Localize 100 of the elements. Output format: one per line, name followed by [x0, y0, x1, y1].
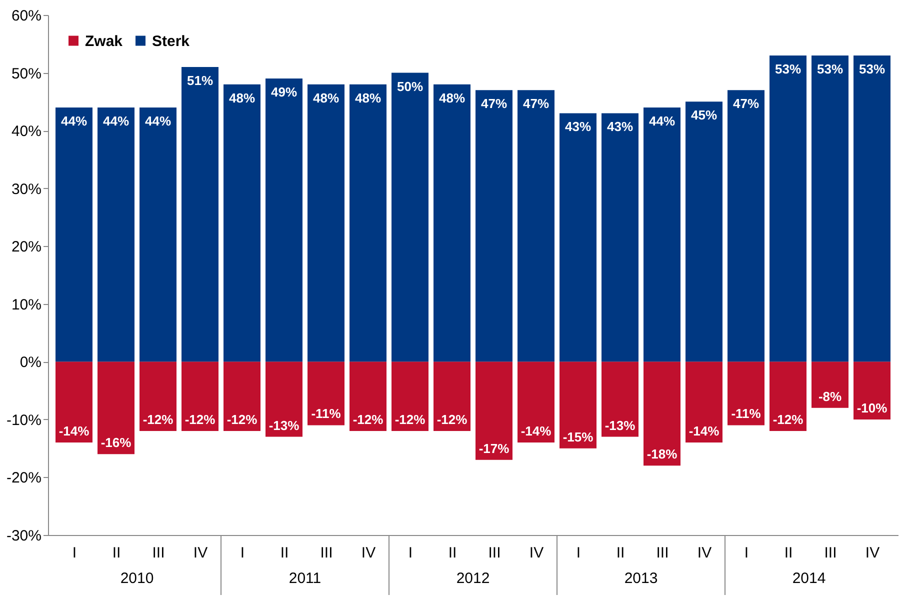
bar: [644, 362, 680, 466]
bar: [854, 362, 890, 420]
bar: [56, 362, 92, 443]
data-label: 44%: [144, 113, 172, 128]
bar: [140, 107, 176, 362]
data-label: -13%: [604, 418, 636, 433]
text: 2014: [792, 570, 826, 587]
bar: [140, 362, 176, 431]
legend-label: Zwak: [85, 32, 124, 50]
data-label: -8%: [818, 388, 842, 404]
bar: [350, 84, 386, 362]
bar: [434, 362, 470, 431]
x-tick-label: IV: [193, 544, 208, 562]
y-tick-label: -10%: [6, 412, 42, 429]
x-tick-label: IV: [529, 544, 544, 562]
bar: [728, 90, 764, 362]
bar: [686, 362, 722, 443]
x-tick-label: II: [616, 544, 625, 562]
bar: [770, 362, 806, 431]
x-tick-label: IV: [697, 544, 712, 562]
text: 2013: [624, 570, 658, 587]
bar: [518, 362, 554, 443]
data-label: 44%: [102, 113, 130, 128]
data-label: -12%: [394, 412, 426, 427]
y-tick-label: -30%: [6, 528, 42, 544]
data-label: -16%: [100, 435, 132, 450]
y-tick-label: 0%: [20, 354, 42, 372]
bar: [812, 55, 848, 362]
data-label: 47%: [480, 96, 508, 112]
bar: [350, 362, 386, 431]
y-tick-label: 50%: [11, 65, 42, 82]
data-label: 45%: [690, 108, 718, 123]
bar: [182, 362, 218, 431]
x-tick-label: IV: [865, 544, 880, 562]
text: 2011: [288, 570, 322, 587]
bar: [434, 84, 470, 362]
legend-label: Sterk: [152, 32, 190, 50]
x-tick-label: I: [408, 544, 413, 562]
bar: [518, 90, 554, 362]
text: 2010: [120, 570, 154, 587]
bar: [308, 84, 344, 362]
bar: [476, 362, 512, 460]
bar: [392, 72, 428, 362]
data-label: -10%: [856, 400, 888, 416]
bar: [266, 78, 302, 362]
data-label: 48%: [312, 90, 340, 106]
y-tick-label: 60%: [11, 8, 42, 24]
data-label: 50%: [396, 78, 424, 94]
x-tick-label: II: [112, 544, 121, 562]
x-tick-label: III: [488, 544, 501, 562]
bar: [98, 107, 134, 362]
x-tick-label: III: [152, 544, 165, 562]
x-tick-label: III: [824, 544, 837, 562]
data-label: -14%: [520, 424, 552, 439]
data-label: -12%: [226, 412, 258, 427]
y-tick-label: 10%: [11, 296, 42, 314]
bar: [98, 362, 134, 454]
data-label: -17%: [478, 440, 510, 456]
bar: [308, 362, 344, 426]
x-tick-label: II: [784, 544, 793, 562]
data-label: 51%: [186, 73, 214, 88]
data-label: 44%: [60, 113, 88, 128]
data-label: 43%: [564, 119, 592, 134]
bar: [812, 362, 848, 408]
y-tick-label: 20%: [11, 238, 42, 256]
bar: [644, 107, 680, 362]
x-tick-label: IV: [361, 544, 376, 562]
x-tick-label: III: [320, 544, 333, 562]
text: 2012: [456, 570, 490, 587]
bar: [56, 107, 92, 362]
bar: [182, 67, 218, 362]
data-label: -12%: [352, 412, 384, 427]
bar: [854, 55, 890, 362]
x-tick-label: I: [744, 544, 749, 562]
x-tick-label: II: [280, 544, 289, 562]
data-label: 48%: [228, 90, 256, 106]
data-label: 48%: [438, 90, 466, 106]
data-label: 47%: [732, 96, 760, 112]
data-label: -13%: [268, 418, 300, 433]
data-label: -15%: [562, 429, 594, 444]
bar: [602, 113, 638, 362]
bar: [476, 90, 512, 362]
x-tick-label: I: [72, 544, 77, 562]
x-tick-label: I: [240, 544, 245, 562]
y-tick-label: 40%: [11, 123, 42, 140]
data-label: -12%: [772, 412, 804, 427]
data-label: 53%: [858, 61, 886, 76]
data-label: 53%: [816, 61, 844, 76]
data-label: 43%: [606, 119, 634, 134]
data-label: 49%: [270, 84, 298, 100]
data-label: 53%: [774, 61, 802, 76]
data-label: -12%: [142, 412, 174, 427]
y-tick-label: -20%: [6, 470, 42, 487]
y-tick-label: 30%: [11, 180, 42, 198]
bar: [266, 362, 302, 437]
data-label: 44%: [648, 113, 676, 128]
bar: [686, 102, 722, 362]
bar: [392, 362, 428, 431]
data-label: -12%: [184, 412, 216, 427]
data-label: -18%: [646, 446, 678, 462]
